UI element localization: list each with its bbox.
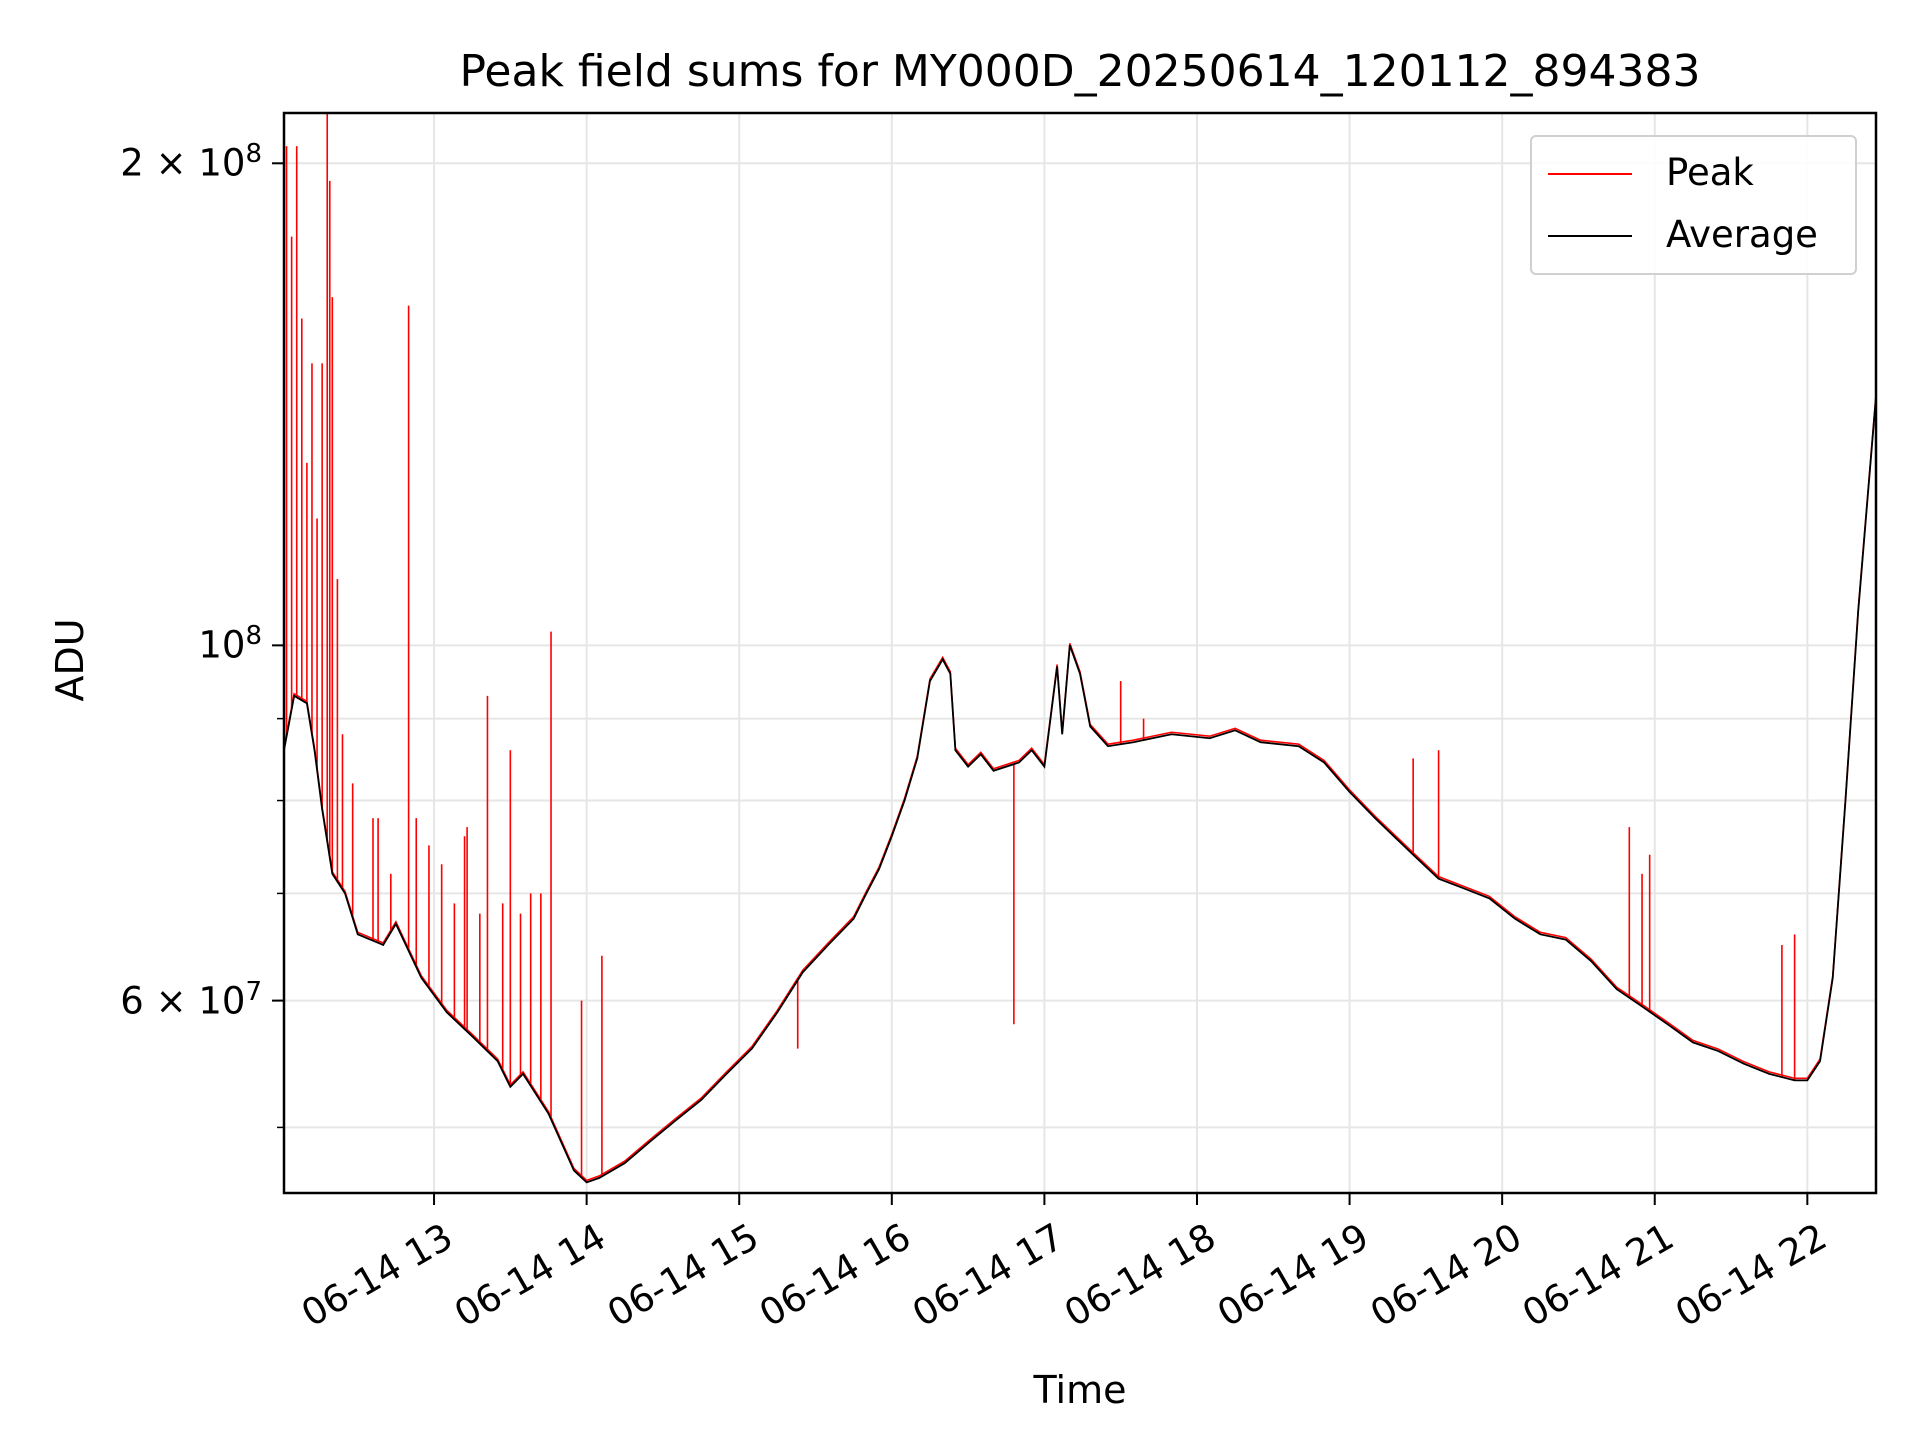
axis-ticks	[272, 162, 1809, 1205]
legend-swatch-average	[1548, 235, 1632, 237]
peak-line	[283, 394, 1877, 1182]
average-series	[283, 396, 1877, 1184]
legend-label-average: Average	[1666, 213, 1818, 256]
x-axis-label: Time	[1033, 1368, 1127, 1412]
y-tick-label: 108	[198, 621, 262, 667]
peak-series	[283, 113, 1877, 1182]
plot-frame	[282, 111, 1878, 1195]
legend-swatch-peak	[1548, 173, 1632, 175]
y-tick-label: 2 × 108	[120, 139, 262, 185]
legend-item-peak: Peak	[1532, 153, 1855, 193]
chart-title: Peak field sums for MY000D_20250614_1201…	[459, 46, 1701, 97]
average-line	[283, 396, 1877, 1184]
legend-label-peak: Peak	[1666, 151, 1754, 194]
legend: Peak Average	[1530, 135, 1857, 275]
legend-item-average: Average	[1532, 215, 1855, 255]
grid-lines	[284, 113, 1876, 1193]
y-tick-label: 6 × 107	[120, 976, 262, 1022]
